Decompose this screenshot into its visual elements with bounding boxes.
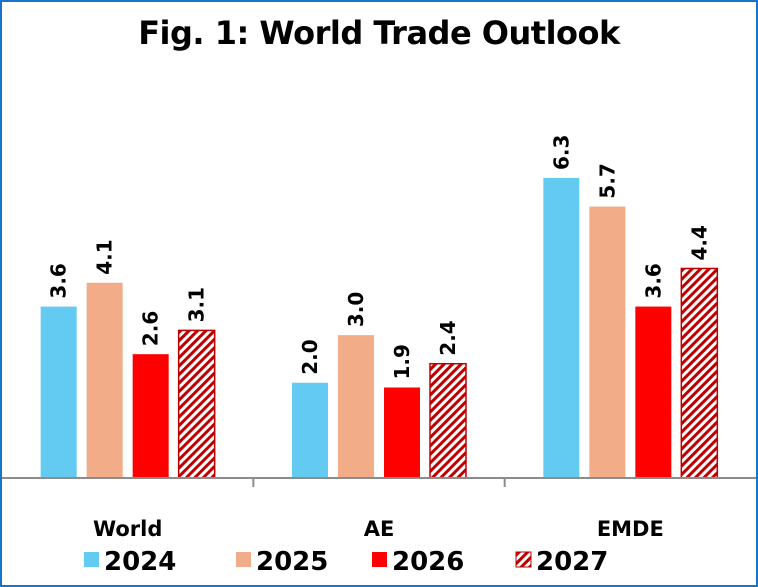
data-label: 6.3 <box>549 135 573 170</box>
legend-label: 2025 <box>256 547 328 577</box>
data-label: 4.4 <box>687 225 711 260</box>
bar-world-2024 <box>40 306 77 478</box>
bar-ae-2026 <box>384 387 420 478</box>
bar-emde-2026 <box>635 306 672 478</box>
bar-world-2025 <box>86 282 123 478</box>
chart-title: Fig. 1: World Trade Outlook <box>138 14 620 52</box>
data-label: 2.0 <box>298 339 322 374</box>
category-label-world: World <box>93 517 162 541</box>
legend-item-2027: 2027 <box>515 547 608 577</box>
data-label: 2.6 <box>139 311 163 346</box>
legend-label: 2026 <box>392 547 464 577</box>
legend-swatch <box>84 552 99 567</box>
data-label: 3.6 <box>641 263 665 298</box>
data-label: 4.1 <box>93 239 117 274</box>
bar-emde-2025 <box>589 206 626 479</box>
data-label: 3.1 <box>185 287 209 322</box>
bar-emde-2024 <box>543 178 580 478</box>
legend-item-2025: 2025 <box>236 547 328 577</box>
legend-item-2026: 2026 <box>372 547 464 577</box>
legend-label: 2024 <box>104 547 176 577</box>
bar-emde-2027 <box>680 267 719 479</box>
bar-world-2026 <box>132 354 169 478</box>
category-label-ae: AE <box>364 517 395 541</box>
data-label: 2.4 <box>436 320 460 355</box>
bar-ae-2024 <box>292 382 328 478</box>
data-label: 3.0 <box>344 292 368 327</box>
data-label: 1.9 <box>390 344 414 379</box>
bar-world-2027 <box>177 329 216 479</box>
bar-ae-2025 <box>338 335 374 478</box>
legend-swatch <box>236 552 251 567</box>
data-label: 3.6 <box>47 263 71 298</box>
bar-ae-2027 <box>429 362 467 479</box>
legend-swatch <box>372 552 387 567</box>
legend-swatch <box>515 551 532 568</box>
legend-label: 2027 <box>536 547 608 577</box>
category-label-emde: EMDE <box>597 517 664 541</box>
data-label: 5.7 <box>595 163 619 198</box>
legend-item-2024: 2024 <box>84 547 176 577</box>
